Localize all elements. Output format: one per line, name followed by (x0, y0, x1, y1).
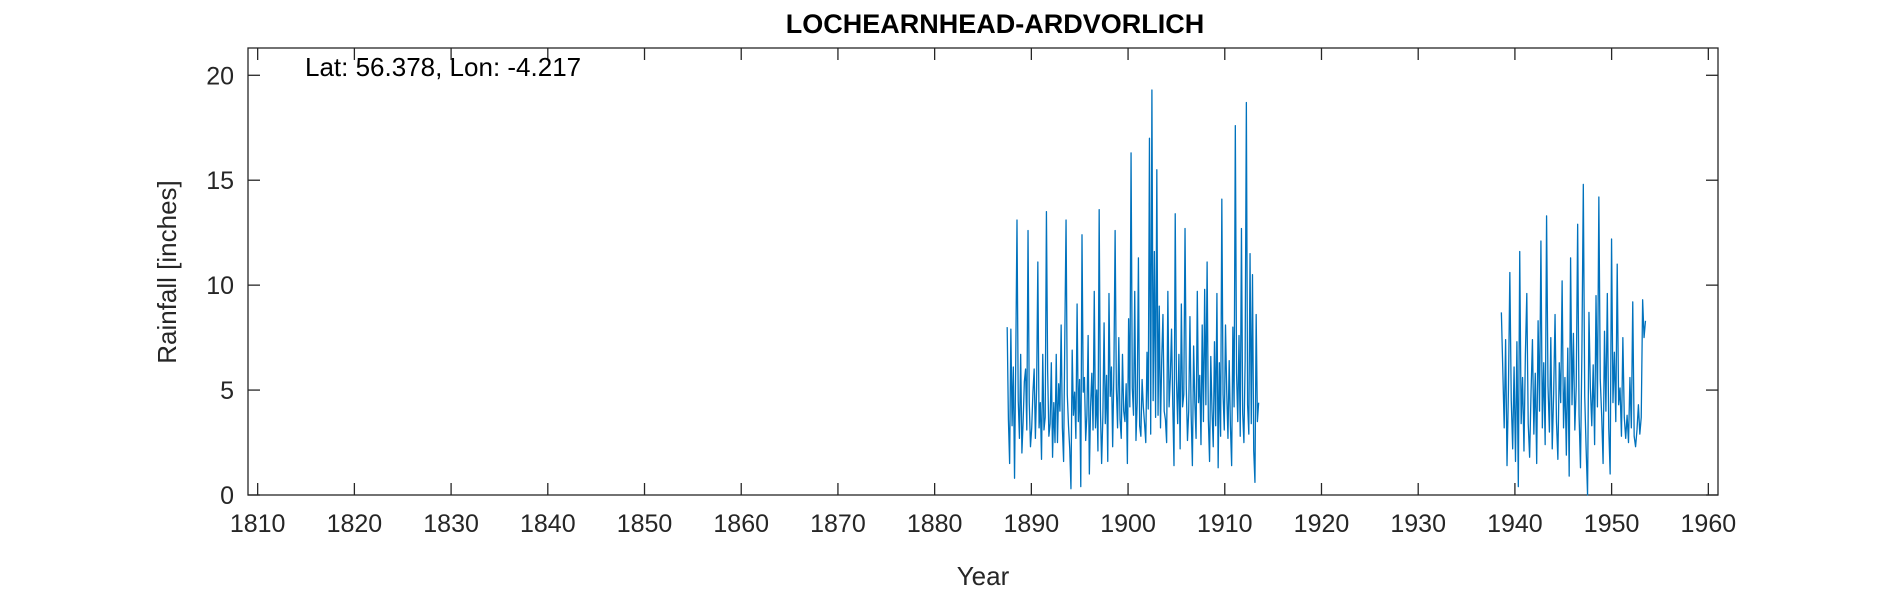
y-axis-label: Rainfall [inches] (152, 180, 182, 364)
x-tick-label: 1920 (1294, 510, 1350, 538)
x-tick-label: 1840 (520, 510, 576, 538)
x-tick-label: 1950 (1584, 510, 1640, 538)
x-axis: 1810 1820 1830 1840 1850 1860 1870 1880 1890 1900… (230, 48, 1736, 538)
y-tick-label: 0 (220, 482, 234, 510)
y-tick-label: 10 (206, 272, 234, 300)
x-axis-label: Year (957, 561, 1010, 591)
plot-area (247, 47, 1719, 496)
x-tick-label: 1960 (1681, 510, 1737, 538)
x-tick-label: 1940 (1487, 510, 1543, 538)
y-tick-label: 15 (206, 167, 234, 195)
y-axis: 0 5 10 15 20 (206, 62, 1718, 510)
x-tick-label: 1910 (1197, 510, 1253, 538)
x-tick-label: 1900 (1100, 510, 1156, 538)
rainfall-series (1006, 89, 1647, 496)
x-tick-label: 1930 (1390, 510, 1446, 538)
x-tick-label: 1820 (327, 510, 383, 538)
x-tick-label: 1890 (1004, 510, 1060, 538)
x-tick-label: 1830 (423, 510, 479, 538)
y-tick-label: 20 (206, 62, 234, 90)
chart-title: LOCHEARNHEAD-ARDVORLICH (786, 9, 1205, 39)
x-tick-label: 1850 (617, 510, 673, 538)
x-tick-label: 1860 (713, 510, 769, 538)
location-annotation: Lat: 56.378, Lon: -4.217 (305, 52, 581, 82)
y-tick-label: 5 (220, 377, 234, 405)
x-tick-label: 1880 (907, 510, 963, 538)
x-tick-label: 1870 (810, 510, 866, 538)
rainfall-line-segment-1 (1006, 89, 1260, 490)
rainfall-line-segment-2 (1500, 183, 1647, 496)
x-tick-label: 1810 (230, 510, 286, 538)
